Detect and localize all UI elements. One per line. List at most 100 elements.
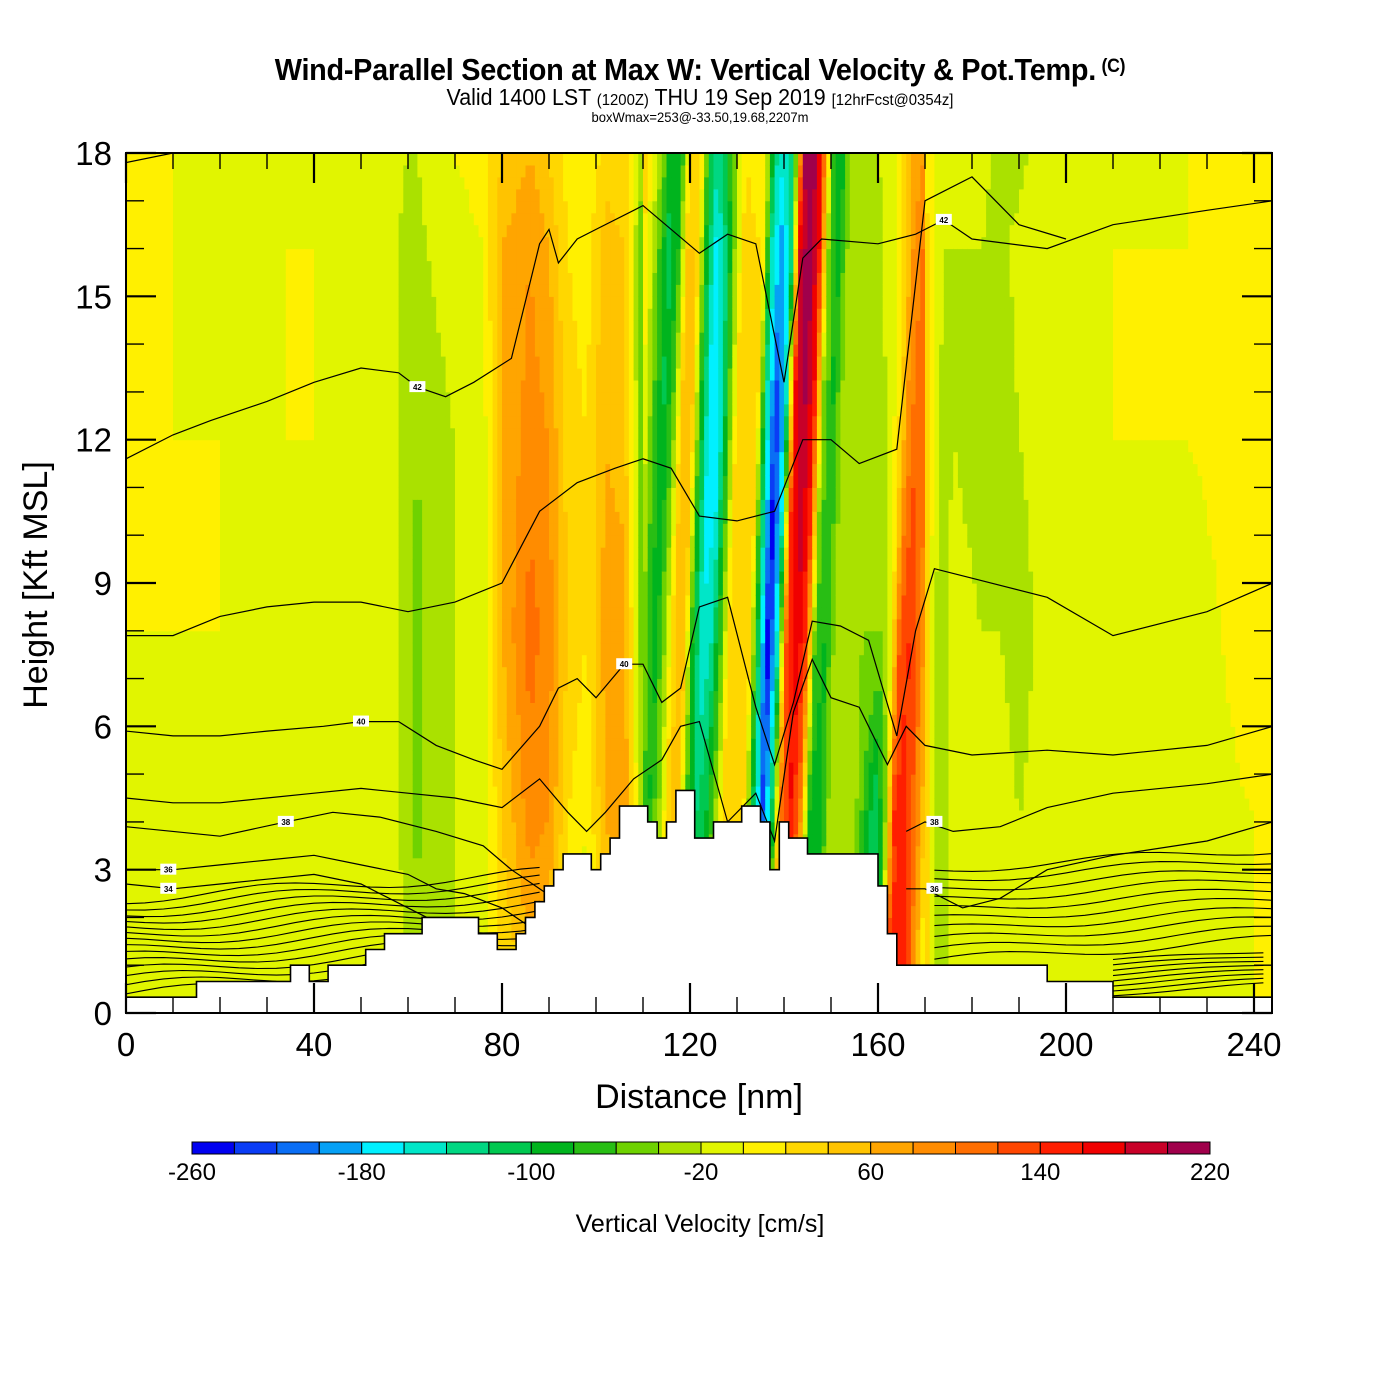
velocity-cell: [187, 642, 193, 656]
velocity-cell: [412, 344, 418, 357]
velocity-cell: [389, 224, 395, 238]
velocity-cell: [126, 678, 132, 692]
velocity-cell: [445, 403, 451, 417]
velocity-cell: [440, 284, 447, 297]
velocity-cell: [318, 666, 324, 680]
velocity-cell: [238, 929, 245, 942]
velocity-cell: [252, 630, 259, 644]
velocity-cell: [403, 224, 409, 238]
velocity-cell: [135, 284, 141, 297]
velocity-cell: [191, 893, 198, 907]
velocity-cell: [304, 463, 310, 477]
velocity-cell: [328, 654, 334, 668]
velocity-cell: [267, 356, 273, 369]
velocity-cell: [389, 774, 395, 787]
velocity-cell: [267, 153, 273, 166]
velocity-cell: [224, 499, 230, 512]
velocity-cell: [191, 559, 198, 572]
velocity-cell: [271, 547, 277, 560]
velocity-cell: [408, 248, 414, 262]
velocity-cell: [248, 439, 254, 453]
velocity-cell: [426, 750, 433, 763]
velocity-cell: [201, 845, 207, 859]
velocity-cell: [440, 690, 447, 703]
velocity-cell: [445, 200, 451, 214]
velocity-cell: [173, 893, 179, 907]
velocity-cell: [220, 821, 226, 835]
velocity-cell: [205, 714, 212, 727]
velocity-cell: [224, 260, 230, 273]
velocity-cell: [318, 176, 324, 190]
velocity-cell: [229, 463, 235, 477]
velocity-cell: [375, 451, 381, 465]
velocity-cell: [393, 654, 400, 668]
velocity-cell: [318, 594, 324, 608]
velocity-cell: [328, 941, 334, 954]
velocity-cell: [384, 905, 390, 918]
velocity-cell: [440, 762, 447, 775]
velocity-cell: [267, 200, 273, 214]
velocity-cell: [257, 642, 263, 656]
velocity-cell: [332, 905, 339, 918]
velocity-cell: [398, 427, 404, 441]
velocity-cell: [328, 248, 334, 262]
velocity-cell: [140, 332, 146, 345]
velocity-cell: [299, 523, 306, 536]
velocity-cell: [158, 642, 165, 656]
velocity-cell: [149, 188, 155, 202]
velocity-cell: [431, 666, 437, 680]
velocity-cell: [281, 499, 287, 512]
velocity-cell: [224, 881, 230, 895]
velocity-cell: [384, 248, 390, 262]
velocity-cell: [323, 630, 329, 644]
velocity-cell: [384, 606, 390, 620]
velocity-cell: [295, 463, 301, 477]
velocity-cell: [370, 344, 376, 357]
velocity-cell: [426, 714, 433, 727]
velocity-cell: [323, 296, 329, 309]
velocity-cell: [332, 798, 339, 811]
velocity-cell: [173, 511, 179, 524]
velocity-cell: [210, 654, 216, 668]
velocity-cell: [257, 774, 263, 787]
velocity-cell: [356, 678, 362, 692]
velocity-cell: [126, 977, 132, 990]
velocity-cell: [342, 356, 348, 369]
velocity-cell: [196, 571, 202, 584]
velocity-cell: [243, 690, 249, 703]
velocity-cell: [295, 726, 301, 739]
velocity-cell: [426, 738, 433, 751]
velocity-cell: [422, 571, 428, 584]
velocity-cell: [417, 881, 423, 895]
velocity-cell: [436, 738, 442, 751]
velocity-cell: [252, 559, 259, 572]
velocity-cell: [243, 905, 249, 918]
velocity-cell: [299, 415, 306, 429]
velocity-cell: [154, 941, 160, 954]
velocity-cell: [168, 738, 174, 751]
velocity-cell: [276, 427, 282, 441]
velocity-cell: [365, 738, 371, 751]
velocity-cell: [412, 786, 418, 799]
velocity-cell: [337, 403, 343, 417]
velocity-cell: [417, 296, 423, 309]
velocity-cell: [248, 833, 254, 847]
velocity-cell: [135, 666, 141, 680]
velocity-cell: [229, 439, 235, 453]
velocity-cell: [356, 893, 362, 907]
velocity-cell: [318, 714, 324, 727]
velocity-cell: [149, 977, 155, 990]
velocity-cell: [318, 523, 324, 536]
velocity-cell: [187, 726, 193, 739]
velocity-cell: [337, 415, 343, 429]
velocity-cell: [149, 511, 155, 524]
velocity-cell: [408, 571, 414, 584]
velocity-cell: [445, 594, 451, 608]
velocity-cell: [299, 487, 306, 500]
velocity-cell: [257, 451, 263, 465]
velocity-cell: [412, 451, 418, 465]
velocity-cell: [436, 344, 442, 357]
velocity-cell: [290, 571, 296, 584]
velocity-cell: [361, 451, 367, 465]
velocity-cell: [163, 666, 169, 680]
